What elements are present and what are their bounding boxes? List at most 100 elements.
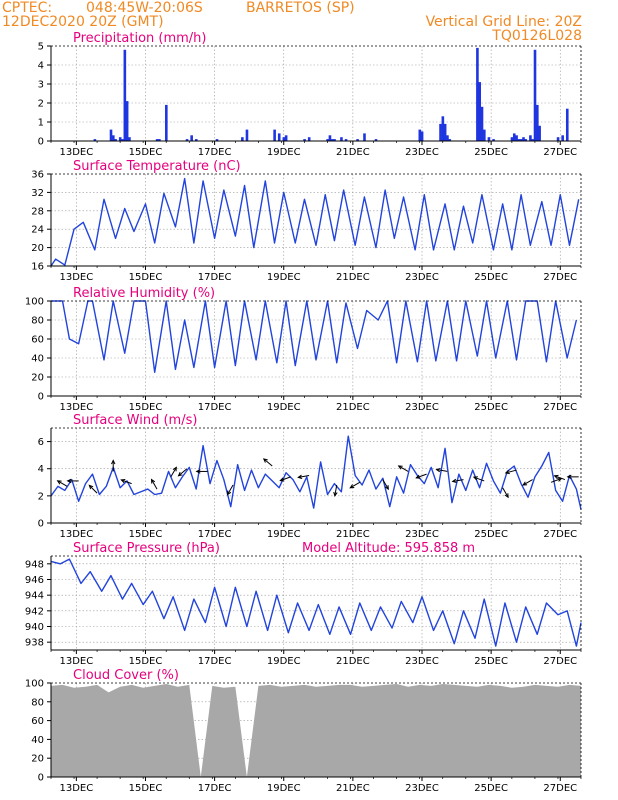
wind-arrow bbox=[502, 487, 509, 498]
precip-bar bbox=[185, 139, 189, 141]
wind-arrow-head bbox=[384, 485, 389, 491]
header-coords: 048:45W-20:06S bbox=[86, 0, 203, 16]
x-tick-label: 25DEC bbox=[474, 783, 508, 794]
x-tick-label: 23DEC bbox=[405, 147, 439, 158]
x-tick-label: 13DEC bbox=[59, 656, 93, 667]
x-tick-label: 13DEC bbox=[59, 529, 93, 540]
precip-bar bbox=[512, 133, 516, 141]
series-line bbox=[50, 558, 582, 647]
precip-bar bbox=[112, 135, 115, 141]
wind-arrow bbox=[522, 479, 533, 486]
precip-bar bbox=[517, 139, 521, 141]
x-tick-label: 19DEC bbox=[267, 272, 301, 283]
x-tick-label: 15DEC bbox=[129, 656, 163, 667]
precip-bar bbox=[531, 139, 535, 141]
x-tick-label: 23DEC bbox=[405, 656, 439, 667]
y-tick-label: 40 bbox=[31, 735, 44, 746]
wind-arrow bbox=[88, 485, 98, 494]
precip-bar bbox=[448, 139, 452, 141]
wind-arrow bbox=[554, 475, 566, 481]
y-tick-label: 944 bbox=[25, 591, 44, 602]
wind-arrow-head bbox=[472, 476, 478, 481]
wind-arrow-head bbox=[333, 491, 338, 497]
y-tick-label: 0 bbox=[38, 519, 44, 530]
precip-bar bbox=[215, 139, 219, 141]
x-tick-label: 27DEC bbox=[543, 783, 577, 794]
wind-arrow-head bbox=[195, 469, 201, 474]
x-tick-label: 17DEC bbox=[198, 656, 232, 667]
y-tick-label: 20 bbox=[31, 243, 44, 254]
y-tick-label: 28 bbox=[31, 206, 44, 217]
wind-arrow-head bbox=[262, 458, 268, 463]
x-tick-label: 17DEC bbox=[198, 529, 232, 540]
precip-bar bbox=[487, 137, 491, 141]
x-tick-label: 27DEC bbox=[543, 272, 577, 283]
precip-bar bbox=[194, 139, 198, 141]
precip-bar bbox=[492, 139, 495, 141]
x-tick-label: 17DEC bbox=[198, 402, 232, 413]
header-station: BARRETOS (SP) bbox=[246, 0, 355, 16]
precip-bar bbox=[418, 129, 422, 141]
x-tick-label: 15DEC bbox=[129, 402, 163, 413]
wind-arrow bbox=[334, 484, 338, 496]
wind-arrow-head bbox=[415, 474, 421, 479]
x-tick-label: 21DEC bbox=[336, 147, 370, 158]
x-tick-label: 23DEC bbox=[405, 529, 439, 540]
y-tick-label: 36 bbox=[31, 170, 44, 181]
y-tick-label: 948 bbox=[25, 559, 44, 570]
y-tick-label: 20 bbox=[31, 754, 44, 765]
wind-arrow bbox=[382, 479, 389, 490]
y-tick-label: 2 bbox=[38, 491, 44, 502]
x-tick-label: 15DEC bbox=[129, 783, 163, 794]
precip-bar bbox=[326, 139, 329, 141]
header-code: TQ0126L028 bbox=[492, 28, 582, 44]
x-tick-label: 15DEC bbox=[129, 272, 163, 283]
wind-arrow-head bbox=[150, 478, 156, 484]
precip-bar bbox=[480, 106, 484, 141]
header-time: 12DEC2020 20Z (GMT) bbox=[2, 14, 164, 30]
precip-bar bbox=[441, 116, 445, 141]
precip-bar bbox=[93, 139, 97, 141]
y-tick-label: 4 bbox=[38, 464, 44, 475]
precip-bar bbox=[556, 137, 560, 141]
x-tick-label: 25DEC bbox=[474, 402, 508, 413]
y-tick-label: 100 bbox=[25, 679, 44, 690]
precip-bar bbox=[510, 137, 514, 141]
y-tick-label: 80 bbox=[31, 316, 44, 327]
wind-arrow bbox=[263, 458, 273, 467]
x-tick-label: 27DEC bbox=[543, 402, 577, 413]
precip-bar bbox=[114, 139, 117, 141]
precip-bar bbox=[330, 139, 334, 141]
x-tick-label: 19DEC bbox=[267, 147, 301, 158]
wind-arrow-head bbox=[451, 478, 457, 484]
x-tick-label: 27DEC bbox=[543, 656, 577, 667]
x-tick-label: 27DEC bbox=[543, 147, 577, 158]
x-tick-label: 21DEC bbox=[336, 272, 370, 283]
precip-bar bbox=[128, 137, 131, 141]
x-tick-label: 25DEC bbox=[474, 529, 508, 540]
x-tick-label: 17DEC bbox=[198, 783, 232, 794]
y-tick-label: 32 bbox=[31, 188, 44, 199]
panel-4: 938 940 942 944 946 948 13DEC 15DEC 17DEC 19DEC 21… bbox=[25, 541, 582, 667]
precip-bar bbox=[273, 129, 276, 141]
panel-title: Surface Temperature (nC) bbox=[73, 159, 241, 174]
x-tick-label: 21DEC bbox=[336, 783, 370, 794]
panel-0: 0 1 2 3 4 5 13DEC 15DEC 17DEC 19DEC 21DEC 23DEC 25DE… bbox=[38, 31, 582, 158]
cloud-cover-area bbox=[51, 683, 581, 777]
wind-arrow-head bbox=[297, 474, 303, 479]
y-tick-label: 0 bbox=[38, 392, 44, 403]
wind-arrow-head bbox=[226, 490, 232, 496]
panel-title: Surface Pressure (hPa) bbox=[73, 541, 220, 556]
wind-arrow bbox=[473, 476, 485, 482]
precip-bar bbox=[328, 135, 332, 141]
wind-arrow bbox=[436, 469, 448, 472]
x-tick-label: 27DEC bbox=[543, 529, 577, 540]
precip-bar bbox=[307, 137, 311, 141]
precip-bar bbox=[483, 129, 486, 141]
precip-bar bbox=[125, 101, 129, 141]
wind-arrow bbox=[505, 469, 517, 474]
y-tick-label: 2 bbox=[38, 99, 44, 110]
wind-arrow-head bbox=[88, 484, 94, 490]
precip-bar bbox=[538, 125, 541, 141]
